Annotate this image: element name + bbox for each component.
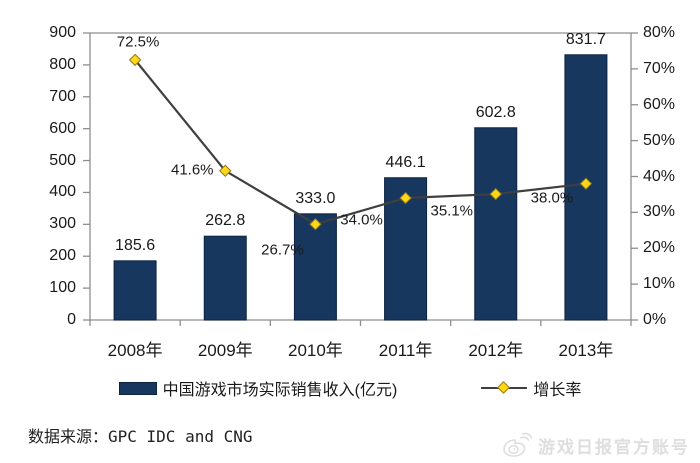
x-axis-label: 2013年 — [558, 341, 614, 360]
left-axis-tick: 300 — [49, 215, 76, 233]
legend-item-growth: 增长率 — [481, 376, 581, 400]
right-axis-tick: 10% — [643, 275, 676, 293]
left-axis-tick: 800 — [49, 55, 76, 73]
growth-rate-label: 34.0% — [340, 211, 383, 229]
line-marker-swatch-icon — [481, 381, 528, 394]
data-source-note: 数据来源：GPC IDC and CNG — [28, 427, 253, 446]
growth-rate-label: 72.5% — [116, 33, 160, 51]
legend-revenue-label: 中国游戏市场实际销售收入(亿元) — [162, 382, 398, 399]
right-axis-tick: 20% — [643, 239, 676, 257]
bar-value-label: 602.8 — [475, 103, 516, 121]
chart-legend: 中国游戏市场实际销售收入(亿元) 增长率 — [0, 376, 700, 400]
growth-rate-label: 26.7% — [261, 241, 304, 259]
right-axis-tick: 0% — [643, 311, 667, 328]
x-axis-label: 2012年 — [468, 341, 524, 360]
right-axis-tick: 70% — [643, 59, 676, 77]
left-axis-tick: 700 — [49, 87, 76, 105]
left-axis-tick: 0 — [67, 311, 76, 328]
growth-rate-label: 41.6% — [170, 161, 214, 179]
legend-growth-label: 增长率 — [533, 382, 582, 399]
x-axis-label: 2008年 — [107, 341, 163, 360]
left-axis-tick: 400 — [49, 183, 76, 201]
bar-value-label: 333.0 — [295, 189, 336, 207]
bar-value-label: 446.1 — [385, 153, 426, 171]
bar-value-label: 831.7 — [565, 30, 606, 48]
right-axis-tick: 80% — [643, 24, 676, 41]
right-axis-tick: 60% — [643, 95, 676, 113]
left-axis-tick: 900 — [49, 24, 76, 41]
growth-rate-label: 35.1% — [430, 202, 474, 220]
left-axis-tick: 100 — [49, 279, 76, 297]
left-axis-tick: 200 — [49, 247, 76, 265]
right-axis-tick: 50% — [643, 131, 676, 149]
x-axis-label: 2010年 — [287, 341, 343, 360]
right-axis-tick: 40% — [643, 167, 676, 185]
left-axis-tick: 600 — [49, 119, 76, 137]
weibo-icon — [503, 432, 532, 457]
x-axis-label: 2009年 — [197, 341, 253, 360]
x-axis-label: 2011年 — [378, 341, 433, 360]
growth-rate-label: 38.0% — [530, 189, 574, 207]
right-axis-tick: 30% — [643, 203, 676, 221]
bar-value-label: 185.6 — [115, 236, 156, 254]
watermark-text: 游戏日报官方账号 — [538, 437, 690, 457]
watermark: 游戏日报官方账号 — [502, 432, 690, 458]
bar-value-label: 262.8 — [205, 212, 246, 230]
legend-item-revenue: 中国游戏市场实际销售收入(亿元) — [118, 376, 398, 400]
left-axis-tick: 500 — [49, 151, 76, 169]
bar-swatch-icon — [118, 381, 157, 395]
